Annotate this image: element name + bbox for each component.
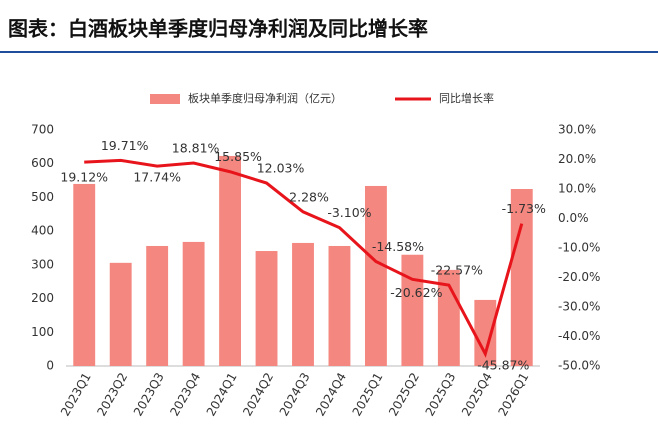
bar (328, 245, 351, 366)
data-label: 15.85% (214, 149, 262, 164)
data-label: 12.03% (257, 161, 305, 176)
data-label: -22.57% (431, 263, 483, 278)
y-tick-label: 400 (31, 224, 54, 238)
y2-tick-label: 20.0% (558, 152, 596, 166)
y2-tick-label: -50.0% (558, 359, 600, 373)
y-tick-label: 600 (31, 156, 54, 170)
data-label: -20.62% (390, 285, 442, 300)
legend-label: 同比增长率 (439, 91, 494, 105)
y2-tick-label: 0.0% (558, 211, 589, 225)
y2-tick-label: 10.0% (558, 182, 596, 196)
y-tick-label: 300 (31, 257, 54, 271)
y-tick-label: 100 (31, 325, 54, 339)
bar (73, 183, 96, 366)
bar (401, 254, 424, 366)
y2-tick-label: -40.0% (558, 329, 600, 343)
bar (292, 242, 314, 366)
y-tick-label: 200 (31, 291, 54, 305)
y-tick-label: 700 (31, 123, 54, 137)
bar (364, 185, 387, 366)
bar (255, 251, 278, 366)
data-label: 18.81% (172, 141, 220, 156)
chart-title: 图表：白酒板块单季度归母净利润及同比增长率 (8, 17, 428, 41)
data-label: 19.71% (101, 138, 149, 153)
legend-label: 板块单季度归母净利润（亿元） (188, 91, 342, 105)
legend-swatch (150, 94, 180, 104)
data-label: 2.28% (289, 189, 329, 204)
data-label: -14.58% (372, 239, 424, 254)
bar (182, 241, 205, 366)
y2-tick-label: 30.0% (558, 123, 596, 137)
y2-tick-label: -30.0% (558, 300, 600, 314)
bar (474, 299, 497, 366)
y2-tick-label: -20.0% (558, 270, 600, 284)
y2-tick-label: -10.0% (558, 241, 600, 255)
data-label: -1.73% (502, 201, 546, 216)
data-label: 17.74% (133, 170, 181, 185)
data-label: -3.10% (327, 205, 371, 220)
bar (146, 245, 169, 366)
bar (219, 155, 242, 366)
bar (510, 189, 533, 366)
y-tick-label: 500 (31, 190, 54, 204)
bar (109, 262, 132, 366)
data-label: 19.12% (60, 170, 108, 185)
y-tick-label: 0 (46, 359, 54, 373)
line (84, 158, 524, 358)
data-label: -45.87% (477, 357, 529, 372)
